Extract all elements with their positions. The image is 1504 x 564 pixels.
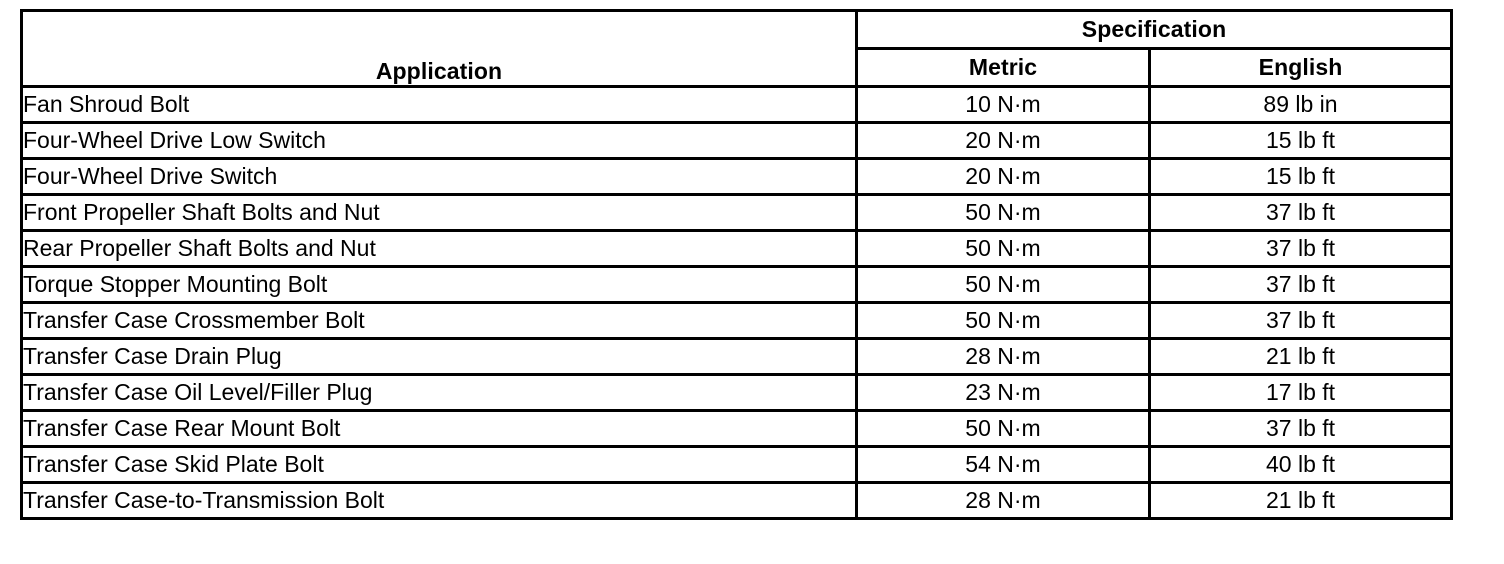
cell-metric: 20 N·m [855, 121, 1151, 160]
header-row-top: Application Specification [20, 9, 1454, 88]
cell-metric: 50 N·m [855, 229, 1151, 268]
cell-english: 17 lb ft [1147, 373, 1454, 412]
cell-english: 37 lb ft [1147, 409, 1454, 448]
cell-english: 15 lb ft [1147, 157, 1454, 196]
cell-application: Transfer Case Crossmember Bolt [20, 301, 858, 340]
cell-application: Transfer Case Oil Level/Filler Plug [20, 373, 858, 412]
table-row: Torque Stopper Mounting Bolt 50 N·m 37 lb … [20, 265, 1454, 304]
cell-application: Transfer Case Rear Mount Bolt [20, 409, 858, 448]
table-row: Fan Shroud Bolt 10 N·m 89 lb in [20, 85, 1454, 124]
table-row: Transfer Case Rear Mount Bolt 50 N·m 37 lb… [20, 409, 1454, 448]
header-row-sub: Metric English [22, 47, 1454, 88]
table-row: Rear Propeller Shaft Bolts and Nut 50 N·m… [20, 229, 1454, 268]
column-header-specification: Specification [854, 9, 1454, 50]
cell-metric: 50 N·m [855, 409, 1151, 448]
cell-english: 37 lb ft [1147, 229, 1454, 268]
cell-english: 15 lb ft [1147, 121, 1454, 160]
cell-application: Transfer Case Skid Plate Bolt [20, 445, 858, 484]
cell-metric: 50 N·m [855, 265, 1151, 304]
table-row: Transfer Case Skid Plate Bolt 54 N·m 40 lb… [20, 445, 1454, 484]
cell-metric: 28 N·m [855, 481, 1151, 520]
cell-english: 40 lb ft [1147, 445, 1454, 484]
table-row: Transfer Case Drain Plug 28 N·m 21 lb ft [20, 337, 1454, 376]
cell-metric: 28 N·m [855, 337, 1151, 376]
cell-metric: 50 N·m [855, 301, 1151, 340]
table-row: Transfer Case-to-Transmission Bolt 28 N·m… [20, 481, 1454, 520]
column-header-application: Application [20, 9, 858, 88]
cell-english: 89 lb in [1147, 85, 1454, 124]
cell-english: 37 lb ft [1147, 193, 1454, 232]
cell-application: Rear Propeller Shaft Bolts and Nut [20, 229, 858, 268]
cell-metric: 20 N·m [855, 157, 1151, 196]
cell-metric: 10 N·m [855, 85, 1151, 124]
cell-metric: 50 N·m [855, 193, 1151, 232]
table-body: Fan Shroud Bolt 10 N·m 89 lb in Four-Wheel … [20, 85, 1454, 520]
cell-application: Four-Wheel Drive Switch [20, 157, 858, 196]
cell-application: Transfer Case-to-Transmission Bolt [20, 481, 858, 520]
cell-application: Torque Stopper Mounting Bolt [20, 265, 858, 304]
table-row: Four-Wheel Drive Switch 20 N·m 15 lb ft [20, 157, 1454, 196]
cell-application: Four-Wheel Drive Low Switch [20, 121, 858, 160]
cell-english: 21 lb ft [1147, 337, 1454, 376]
column-header-metric: Metric [855, 47, 1151, 88]
cell-english: 37 lb ft [1147, 265, 1454, 304]
table-row: Transfer Case Crossmember Bolt 50 N·m 37 l… [20, 301, 1454, 340]
cell-metric: 23 N·m [855, 373, 1151, 412]
table-row: Four-Wheel Drive Low Switch 20 N·m 15 lb f… [20, 121, 1454, 160]
cell-application: Transfer Case Drain Plug [20, 337, 858, 376]
cell-application: Fan Shroud Bolt [20, 85, 858, 124]
table-row: Front Propeller Shaft Bolts and Nut 50 N·… [20, 193, 1454, 232]
table-header: Application Specification Metric English [20, 9, 1454, 88]
cell-english: 21 lb ft [1147, 481, 1454, 520]
cell-english: 37 lb ft [1147, 301, 1454, 340]
cell-metric: 54 N·m [855, 445, 1151, 484]
torque-specifications-table: Application Specification Metric English… [20, 9, 1454, 520]
cell-application: Front Propeller Shaft Bolts and Nut [20, 193, 858, 232]
table-row: Transfer Case Oil Level/Filler Plug 23 N·… [20, 373, 1454, 412]
column-header-english: English [1147, 47, 1454, 88]
